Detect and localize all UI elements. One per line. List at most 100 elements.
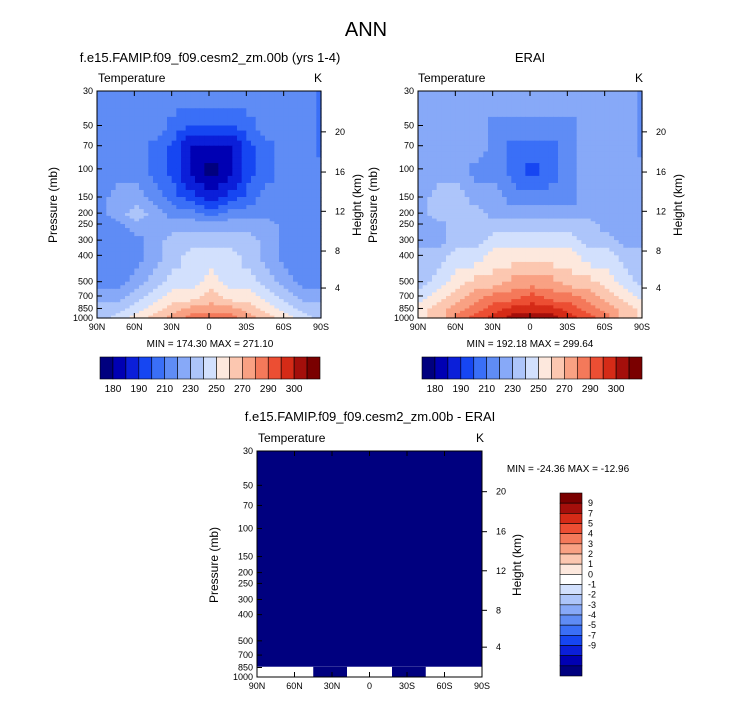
contour-cell bbox=[209, 125, 215, 132]
contour-cell bbox=[520, 175, 526, 184]
contour-cell bbox=[618, 197, 624, 202]
contour-cell bbox=[488, 135, 494, 142]
contour-cell bbox=[125, 275, 131, 283]
contour-cell bbox=[558, 299, 564, 303]
contour-cell bbox=[478, 268, 484, 276]
contour-cell bbox=[553, 168, 559, 177]
contour-cell bbox=[450, 299, 456, 303]
contour-cell bbox=[199, 201, 205, 206]
contour-cell bbox=[129, 91, 135, 101]
contour-cell bbox=[511, 125, 517, 132]
contour-cell bbox=[101, 224, 107, 229]
contour-cell bbox=[302, 232, 308, 237]
contour-cell bbox=[227, 91, 233, 101]
contour-cell bbox=[436, 168, 442, 177]
contour-cell bbox=[237, 201, 243, 206]
contour-cell bbox=[614, 135, 620, 142]
contour-cell bbox=[232, 315, 238, 319]
contour-cell bbox=[436, 315, 442, 319]
contour-cell bbox=[534, 91, 540, 101]
contour-cell bbox=[534, 99, 540, 109]
contour-cell bbox=[274, 292, 280, 297]
contour-cell bbox=[265, 281, 271, 286]
contour-cell bbox=[497, 215, 503, 220]
contour-cell bbox=[255, 209, 261, 214]
contour-cell bbox=[502, 116, 508, 127]
contour-cell bbox=[534, 218, 540, 222]
contour-cell bbox=[171, 295, 177, 300]
contour-cell bbox=[511, 268, 517, 276]
contour-cell bbox=[167, 221, 173, 225]
contour-cell bbox=[195, 213, 201, 217]
contour-cell bbox=[167, 218, 173, 222]
contour-cell bbox=[455, 224, 461, 229]
contour-cell bbox=[190, 299, 196, 303]
contour-cell bbox=[227, 228, 233, 233]
contour-cell bbox=[637, 140, 643, 147]
contour-cell bbox=[279, 315, 285, 319]
contour-cell bbox=[260, 168, 266, 177]
contour-cell bbox=[199, 163, 205, 170]
contour-cell bbox=[464, 228, 470, 233]
contour-cell bbox=[274, 218, 280, 222]
contour-cell bbox=[595, 189, 601, 198]
contour-cell bbox=[483, 197, 489, 202]
contour-cell bbox=[260, 261, 266, 270]
contour-cell bbox=[548, 288, 554, 294]
contour-cell bbox=[497, 247, 503, 253]
contour-cell bbox=[111, 261, 117, 270]
contour-cell bbox=[297, 315, 303, 319]
contour-cell bbox=[269, 308, 275, 312]
contour-cell bbox=[604, 313, 610, 317]
contour-cell bbox=[143, 308, 149, 312]
contour-cell bbox=[525, 299, 531, 303]
contour-cell bbox=[167, 299, 173, 303]
contour-cell bbox=[628, 145, 634, 153]
contour-cell bbox=[157, 182, 163, 191]
contour-cell bbox=[171, 247, 177, 253]
contour-cell bbox=[115, 221, 121, 225]
contour-cell bbox=[618, 251, 624, 256]
contour-cell bbox=[520, 302, 526, 306]
contour-cell bbox=[581, 182, 587, 191]
contour-cell bbox=[143, 228, 149, 233]
contour-cell bbox=[251, 157, 257, 164]
contour-cell bbox=[316, 116, 322, 127]
contour-cell bbox=[516, 299, 522, 303]
contour-cell bbox=[181, 236, 187, 241]
contour-cell bbox=[162, 310, 168, 314]
contour-cell bbox=[497, 218, 503, 222]
contour-cell bbox=[302, 145, 308, 153]
contour-cell bbox=[269, 255, 275, 263]
contour-cell bbox=[418, 292, 424, 297]
contour-cell bbox=[195, 302, 201, 306]
contour-cell bbox=[600, 261, 606, 270]
contour-cell bbox=[506, 151, 512, 158]
contour-cell bbox=[153, 130, 159, 137]
contour-cell bbox=[241, 205, 247, 210]
contour-cell bbox=[581, 255, 587, 263]
contour-cell bbox=[427, 213, 433, 217]
contour-cell bbox=[478, 240, 484, 245]
contour-cell bbox=[455, 213, 461, 217]
contour-cell bbox=[106, 313, 112, 317]
contour-cell bbox=[218, 310, 224, 314]
contour-cell bbox=[618, 240, 624, 245]
contour-cell bbox=[237, 251, 243, 256]
contour-cell bbox=[604, 157, 610, 164]
contour-cell bbox=[260, 215, 266, 220]
contour-cell bbox=[223, 145, 229, 153]
contour-cell bbox=[558, 236, 564, 241]
contour-cell bbox=[311, 221, 317, 225]
contour-cell bbox=[190, 145, 196, 153]
contour-cell bbox=[204, 130, 210, 137]
contour-cell bbox=[628, 116, 634, 127]
contour-cell bbox=[506, 140, 512, 147]
contour-cell bbox=[227, 305, 233, 310]
contour-cell bbox=[478, 197, 484, 202]
contour-cell bbox=[595, 140, 601, 147]
contour-cell bbox=[576, 130, 582, 137]
contour-cell bbox=[227, 308, 233, 312]
contour-cell bbox=[590, 130, 596, 137]
contour-cell bbox=[279, 224, 285, 229]
